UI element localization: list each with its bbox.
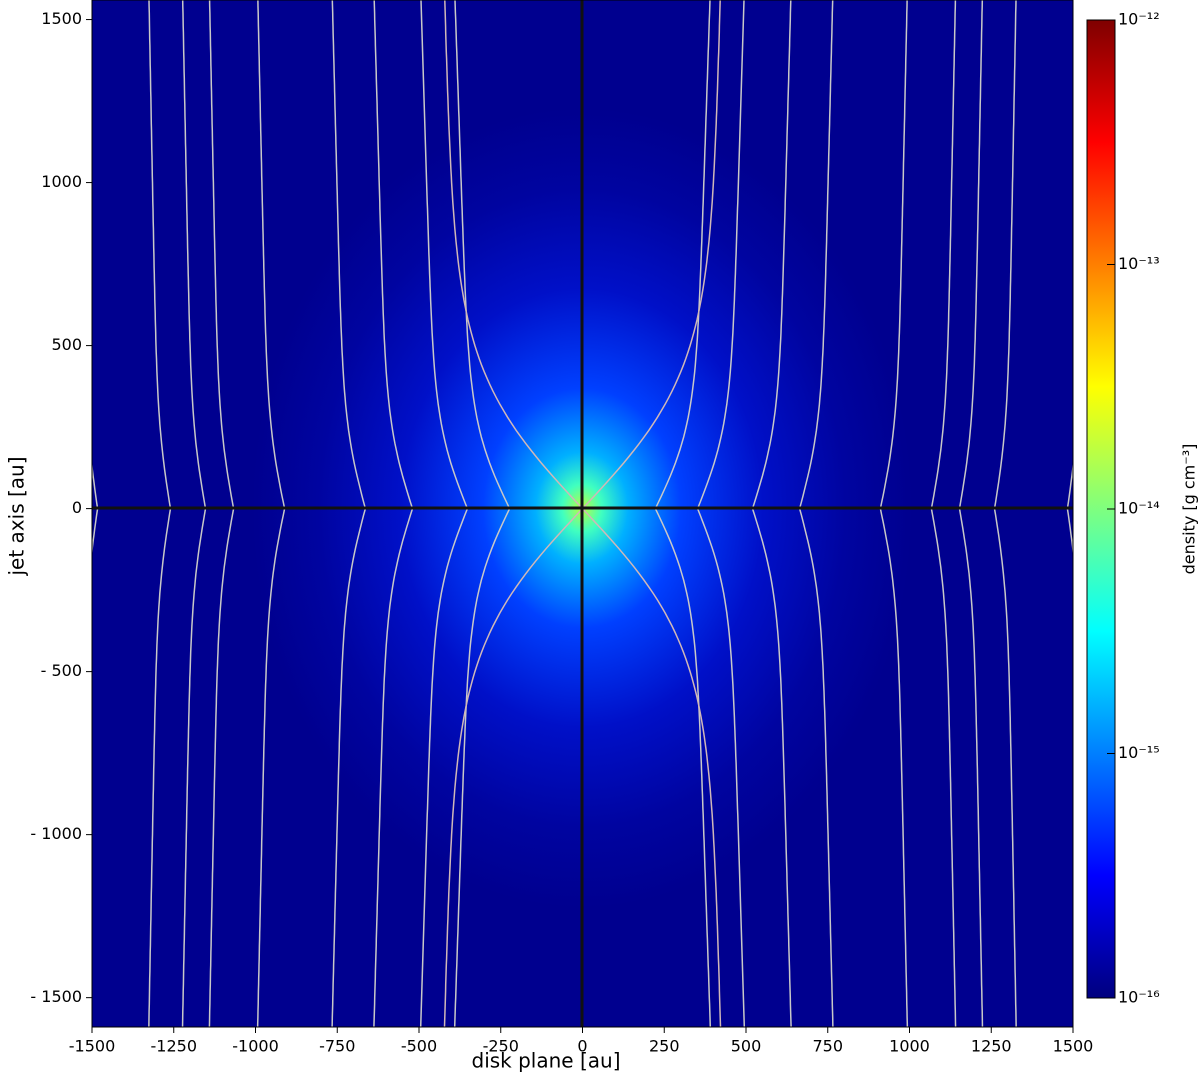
x-tick-label: 1000: [889, 1037, 930, 1056]
colorbar-tick-label: 10⁻¹³: [1118, 254, 1160, 273]
colorbar-tick-label: 10⁻¹⁵: [1118, 743, 1160, 762]
x-tick-label: -750: [319, 1037, 355, 1056]
x-tick-label: -500: [401, 1037, 437, 1056]
x-tick-label: 1500: [1053, 1037, 1094, 1056]
y-tick-label: 500: [51, 335, 82, 354]
y-tick-label: - 500: [41, 661, 82, 680]
y-tick-label: 1500: [41, 9, 82, 28]
colorbar-tick-label: 10⁻¹⁴: [1118, 499, 1160, 518]
x-tick-label: 0: [577, 1037, 587, 1056]
x-tick-label: 500: [731, 1037, 762, 1056]
x-tick-label: -250: [483, 1037, 519, 1056]
x-tick-label: 250: [649, 1037, 680, 1056]
colorbar-tick-label: 10⁻¹⁶: [1118, 988, 1160, 1007]
x-tick-label: -1500: [69, 1037, 116, 1056]
x-axis-label: disk plane [au]: [472, 1049, 621, 1072]
colorbar-tick-label: 10⁻¹²: [1118, 10, 1160, 29]
y-axis-label: jet axis [au]: [5, 456, 29, 576]
y-tick-label: 0: [72, 498, 82, 517]
y-tick-label: - 1000: [30, 824, 82, 843]
x-tick-label: -1000: [232, 1037, 279, 1056]
colorbar-label: density [g cm⁻³]: [1180, 444, 1199, 575]
y-tick-label: - 1500: [30, 987, 82, 1006]
x-tick-label: 1250: [971, 1037, 1012, 1056]
x-tick-label: 750: [812, 1037, 843, 1056]
y-tick-label: 1000: [41, 172, 82, 191]
x-tick-label: -1250: [151, 1037, 198, 1056]
plot-area: [92, 0, 1073, 1027]
